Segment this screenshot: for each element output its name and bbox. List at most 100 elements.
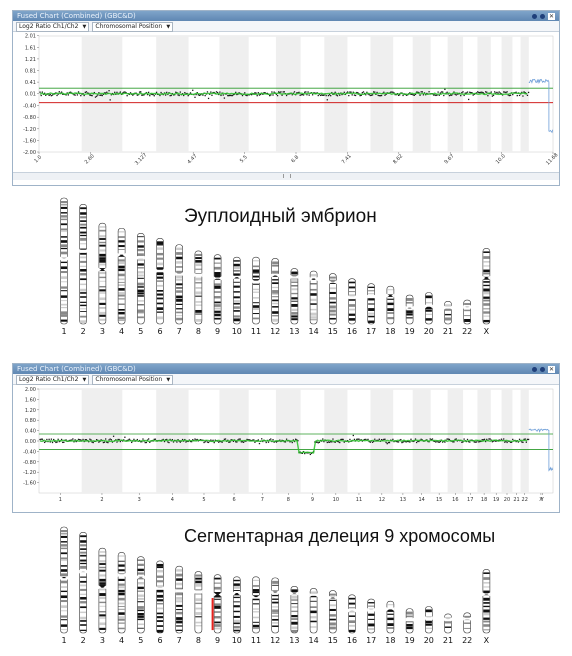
data-point — [83, 94, 85, 97]
chromosome-band — [118, 254, 125, 257]
chromosome-label: 18 — [385, 327, 395, 336]
chromosome-band — [195, 616, 202, 618]
data-point — [128, 438, 131, 440]
centromere — [482, 592, 491, 597]
data-point — [316, 441, 318, 443]
chromosome-band — [137, 258, 144, 261]
chromosome-16 — [348, 278, 356, 325]
x-tick-label: 14 — [418, 497, 424, 503]
minimize-icon[interactable] — [540, 366, 545, 372]
data-point — [190, 440, 193, 443]
data-point — [415, 91, 418, 93]
chromosome-band — [291, 297, 298, 300]
x-tick-label: 8 — [287, 497, 290, 503]
data-point — [270, 438, 272, 440]
minimize-icon[interactable] — [540, 13, 545, 19]
chromosome-band — [233, 610, 240, 613]
data-point — [138, 91, 141, 93]
chromosome-band — [80, 551, 87, 554]
data-point — [297, 92, 299, 94]
data-point — [189, 440, 192, 443]
data-point — [235, 91, 237, 94]
data-point — [202, 94, 204, 96]
chromosome-body — [213, 254, 222, 325]
chromosome-band — [60, 228, 68, 231]
chromosome-band — [291, 308, 298, 312]
data-point — [434, 94, 436, 96]
data-point — [441, 91, 444, 93]
horizontal-scrollbar[interactable] — [13, 172, 559, 180]
chromosome-band — [80, 207, 87, 210]
chromosome-band — [195, 583, 202, 587]
data-point — [146, 93, 149, 96]
data-point — [257, 439, 259, 441]
data-point — [236, 441, 238, 443]
data-point — [187, 94, 189, 97]
chromosome-band — [329, 599, 336, 601]
chromosome-band — [252, 291, 260, 293]
position-select[interactable]: Chromosomal Position ▼ — [92, 22, 174, 32]
chromosome-band — [272, 261, 279, 265]
chromosome-band — [118, 319, 125, 321]
chromosome-band — [233, 281, 240, 283]
ratio-select[interactable]: Log2 Ratio Ch1/Ch2 ▼ — [16, 375, 90, 385]
data-point — [131, 441, 133, 444]
data-point — [206, 441, 209, 443]
x-tick-label: 17 — [467, 497, 473, 503]
centromere — [271, 273, 280, 278]
data-point — [109, 99, 111, 101]
data-point — [302, 94, 305, 96]
ratio-select[interactable]: Log2 Ratio Ch1/Ch2 ▼ — [16, 22, 90, 32]
data-point — [498, 439, 500, 441]
chromosome-band — [214, 304, 221, 307]
chromosome-label: 16 — [347, 636, 357, 645]
restore-icon[interactable] — [532, 13, 537, 19]
chromosome-band — [118, 240, 125, 243]
chromosome-band — [291, 618, 298, 620]
data-point — [439, 440, 442, 443]
chromosome-band — [272, 598, 279, 600]
data-point — [222, 94, 224, 96]
chromosome-22 — [463, 612, 472, 634]
chromosome-label: 5 — [138, 636, 143, 645]
chromosome-band — [272, 594, 279, 597]
chromosome-band — [60, 286, 68, 289]
chromosome-band — [137, 597, 144, 600]
chromosome-band — [80, 580, 87, 583]
chromosome-15 — [328, 590, 337, 634]
data-point — [97, 94, 99, 96]
restore-icon[interactable] — [532, 366, 537, 372]
chromosome-band — [60, 619, 68, 621]
data-point — [215, 91, 218, 93]
chromosome-band — [176, 315, 183, 317]
close-icon[interactable]: ✕ — [548, 365, 555, 373]
chromosome-band — [425, 298, 432, 299]
chromosome-band — [137, 627, 144, 629]
chromosome-band — [99, 566, 106, 569]
data-point — [409, 92, 411, 94]
data-point — [482, 439, 485, 441]
chromosome-band — [80, 283, 87, 286]
chromosome-band — [99, 584, 106, 588]
chromosome-18 — [386, 285, 395, 325]
chromosome-band — [118, 622, 125, 624]
chromosome-band — [137, 559, 144, 561]
chromosome-band — [80, 269, 87, 272]
chromosome-band — [272, 615, 279, 617]
x-tick-label: 20 — [504, 497, 510, 503]
data-point — [89, 94, 91, 96]
position-select[interactable]: Chromosomal Position ▼ — [92, 375, 174, 385]
chromosome-band — [99, 596, 106, 600]
scroll-grip-icon[interactable] — [283, 174, 291, 178]
chromosome-band — [156, 247, 164, 250]
data-point — [456, 93, 458, 95]
data-point — [475, 441, 478, 443]
chromosome-band — [118, 578, 125, 582]
chromosome-band — [195, 253, 202, 257]
data-point — [265, 441, 267, 444]
close-icon[interactable]: ✕ — [548, 12, 555, 20]
chromosome-band — [176, 611, 183, 615]
chromosome-band — [156, 262, 164, 266]
data-point — [515, 440, 517, 443]
data-point — [470, 91, 472, 94]
